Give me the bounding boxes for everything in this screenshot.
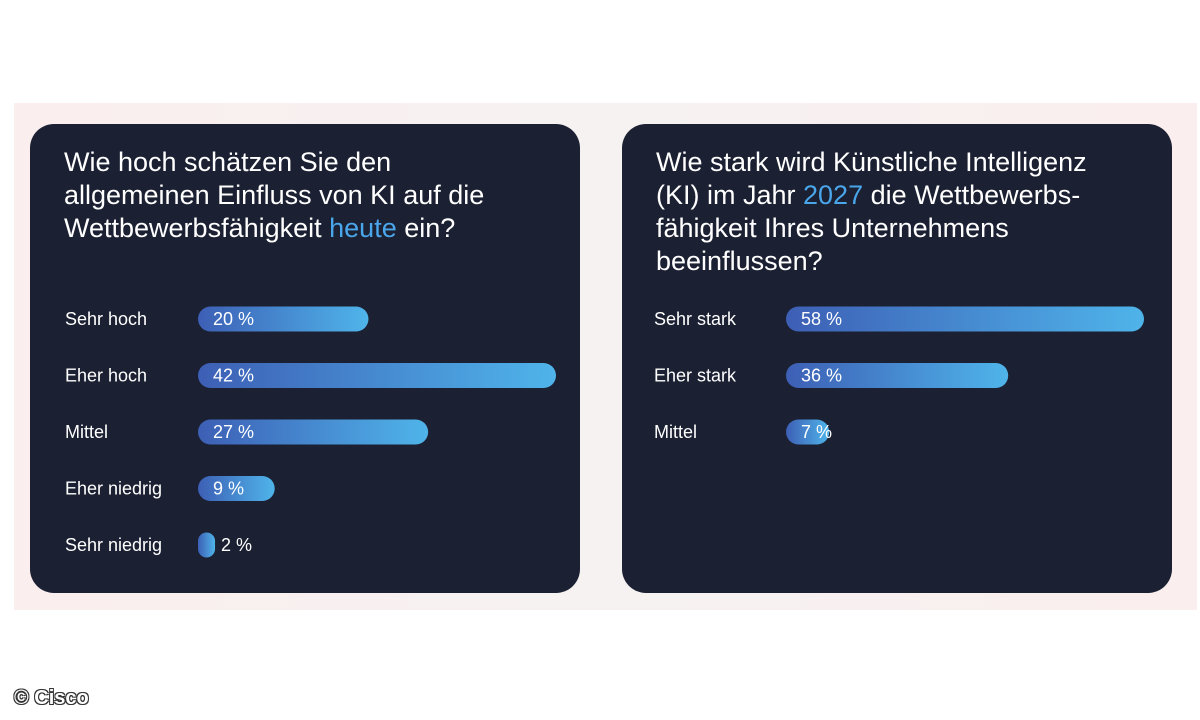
data-label: 7 % [801, 422, 832, 442]
category-label: Mittel [654, 422, 697, 442]
bar [198, 419, 429, 445]
data-label: 2 % [221, 535, 252, 555]
data-label: 27 % [213, 422, 254, 442]
copyright-label: © Cisco [14, 687, 89, 709]
bar [786, 306, 1144, 332]
bar-chart-2027: Sehr stark 58 % Eher stark 36 % Mittel 7 % [654, 306, 1144, 445]
question-end-today: ein? [396, 213, 456, 243]
bar [198, 532, 216, 558]
chart-card-today: Wie hoch schätzen Sie den allgemeinen Ei… [30, 124, 580, 593]
category-label: Sehr niedrig [65, 535, 162, 555]
category-label: Eher hoch [65, 366, 147, 386]
data-label: 42 % [213, 366, 254, 386]
bar-chart-today: Sehr hoch 20 % Eher hoch 42 % Mittel 27 % Eher… [65, 306, 556, 558]
category-label: Mittel [65, 422, 108, 442]
bar [198, 476, 275, 501]
category-label: Sehr hoch [65, 309, 147, 329]
bar [786, 419, 830, 445]
question-highlight-today: heute [329, 213, 397, 243]
chart-title-today: Wie hoch schätzen Sie den allgemeinen Ei… [64, 146, 534, 245]
question-end-2027: die Wettbewerbs-fähigkeit Ihres Unterneh… [656, 180, 1081, 276]
data-label: 20 % [213, 309, 254, 329]
question-text-2027: Wie stark wird Künstliche Intelligenz (K… [656, 147, 1087, 210]
data-label: 58 % [801, 309, 842, 329]
category-label: Eher niedrig [65, 479, 162, 499]
question-text-today: Wie hoch schätzen Sie den allgemeinen Ei… [64, 147, 485, 243]
data-label: 9 % [213, 479, 244, 499]
chart-title-2027: Wie stark wird Künstliche Intelligenz (K… [656, 146, 1126, 278]
category-label: Sehr stark [654, 309, 737, 329]
category-label: Eher stark [654, 366, 737, 386]
bar [198, 306, 369, 332]
question-highlight-2027: 2027 [803, 180, 864, 210]
bar [198, 363, 556, 388]
bar [786, 363, 1009, 388]
data-label: 36 % [801, 366, 842, 386]
chart-card-2027: Wie stark wird Künstliche Intelligenz (K… [622, 124, 1172, 593]
